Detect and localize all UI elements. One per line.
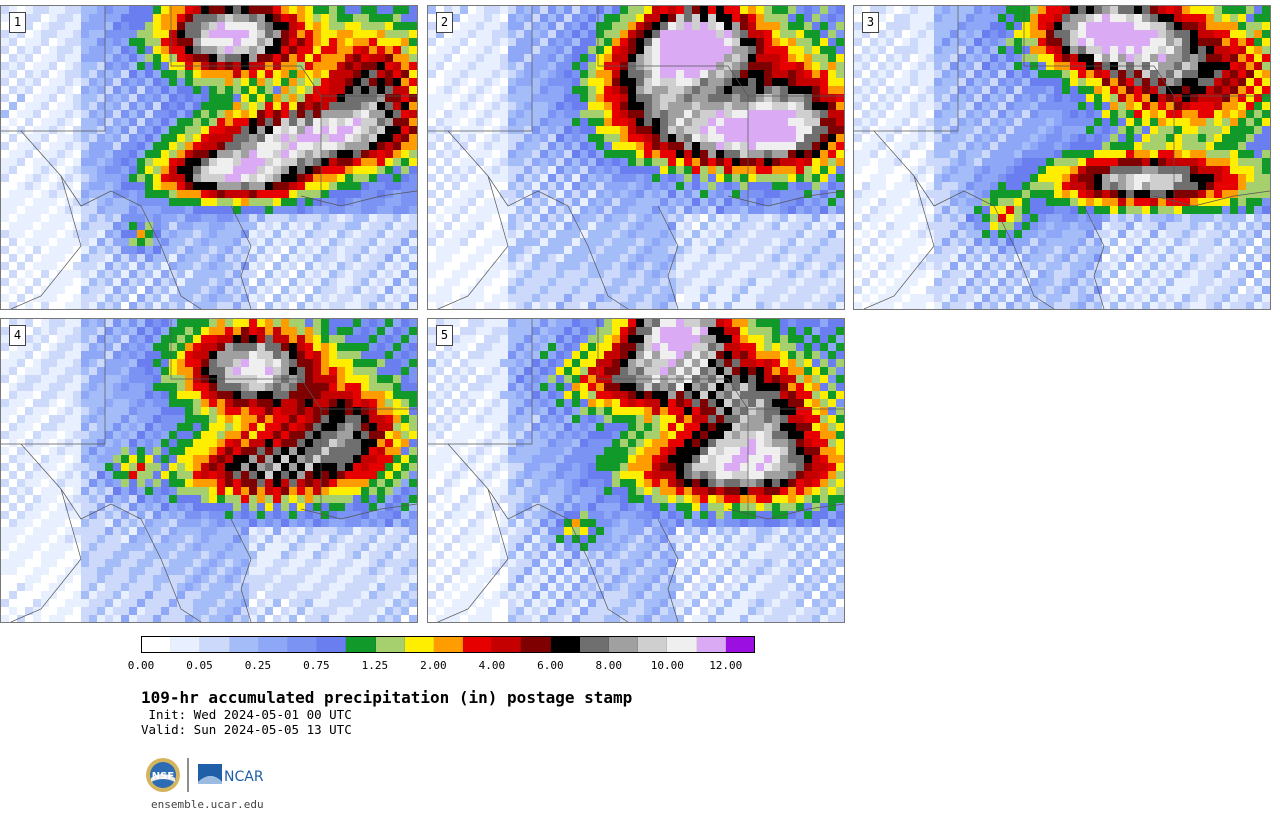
postage-stamp-panel-3: 3: [853, 5, 1271, 310]
precipitation-map: [428, 6, 844, 309]
postage-stamp-panel-2: 2: [427, 5, 845, 310]
ncar-logo-text: NCAR: [224, 769, 264, 785]
valid-time: Valid: Sun 2024-05-05 13 UTC: [141, 722, 352, 737]
panel-number-label: 3: [862, 12, 879, 33]
colorbar-tick-label: 1.25: [361, 659, 389, 672]
panel-number-label: 2: [436, 12, 453, 33]
postage-stamp-panel-4: 4: [0, 318, 418, 623]
postage-stamp-panel-5: 5: [427, 318, 845, 623]
colorbar-swatch: [287, 637, 318, 652]
colorbar-tick-label: 0.05: [186, 659, 213, 672]
colorbar-swatch: [346, 637, 376, 652]
colorbar-swatch: [725, 637, 754, 652]
colorbar-swatch: [404, 637, 434, 652]
colorbar-swatch: [521, 637, 551, 652]
colorbar-tick-label: 0.75: [303, 659, 330, 672]
colorbar-swatch: [375, 637, 405, 652]
colorbar-swatch: [317, 637, 347, 652]
colorbar-swatch: [433, 637, 464, 652]
colorbar-swatch: [492, 637, 522, 652]
website-label: ensemble.ucar.edu: [151, 798, 264, 811]
panel-number-label: 5: [436, 325, 453, 346]
colorbar-tick-label: 12.00: [709, 659, 743, 672]
precipitation-map: [428, 319, 844, 622]
colorbar-swatch: [696, 637, 726, 652]
colorbar-tick-label: 0.25: [244, 659, 272, 672]
colorbar-swatch: [200, 637, 230, 652]
nsf-logo-text: NSF: [152, 771, 174, 782]
colorbar-swatch: [638, 637, 668, 652]
colorbar-tick-label: 2.00: [420, 659, 447, 672]
precipitation-colorbar: [141, 636, 755, 653]
colorbar-swatch: [229, 637, 259, 652]
figure-title: 109-hr accumulated precipitation (in) po…: [141, 688, 633, 707]
panel-number-label: 4: [9, 325, 26, 346]
colorbar-swatch: [463, 637, 493, 652]
colorbar-swatch: [258, 637, 288, 652]
precipitation-map: [1, 319, 417, 622]
panel-number-label: 1: [9, 12, 26, 33]
init-time: Init: Wed 2024-05-01 00 UTC: [141, 707, 352, 722]
colorbar-swatch: [579, 637, 609, 652]
colorbar-swatch: [171, 637, 201, 652]
postage-stamp-panel-1: 1: [0, 5, 418, 310]
colorbar-tick-label: 8.00: [595, 659, 623, 672]
colorbar-tick-label: 4.00: [478, 659, 506, 672]
precipitation-map: [1, 6, 417, 309]
nsf-logo: NSF: [146, 758, 180, 792]
colorbar-swatch: [550, 637, 580, 652]
colorbar-swatch: [609, 637, 639, 652]
precipitation-map: [854, 6, 1270, 309]
colorbar-tick-label: 10.00: [650, 659, 684, 672]
colorbar-swatch: [142, 637, 172, 652]
colorbar-tick-label: 0.00: [127, 659, 155, 672]
logos: NSF NCAR: [145, 756, 275, 794]
colorbar-tick-label: 6.00: [537, 659, 564, 672]
ncar-logo: NCAR: [198, 764, 264, 785]
colorbar-swatch: [667, 637, 697, 652]
